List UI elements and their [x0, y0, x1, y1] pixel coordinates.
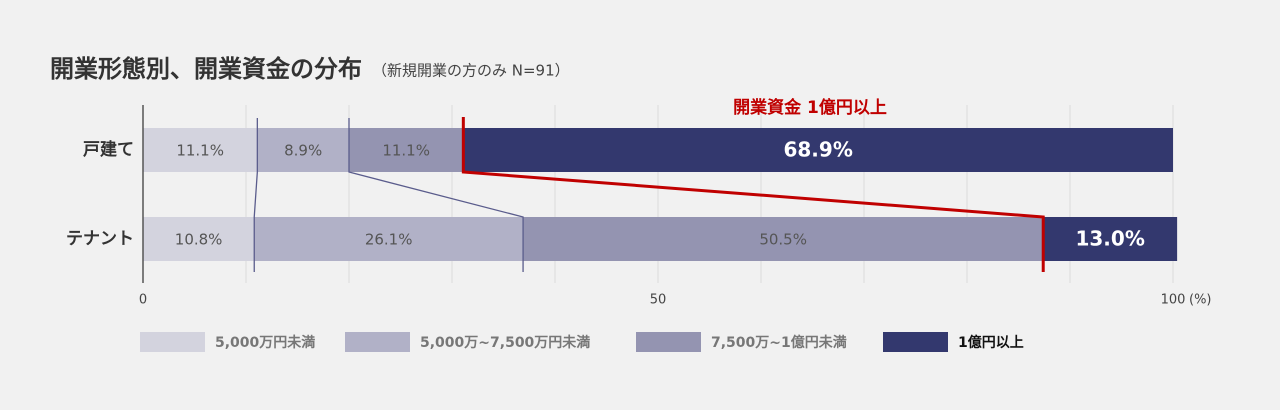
x-unit-label: (%) [1189, 293, 1212, 308]
legend-label: 1億円以上 [958, 334, 1024, 351]
legend-swatch [140, 332, 205, 352]
y-tick-label: テナント [66, 229, 134, 249]
value-label: 11.1% [382, 142, 430, 160]
chart-subtitle: （新規開業の方のみ N=91） [372, 62, 570, 80]
value-label: 11.1% [176, 142, 224, 160]
bar-segment [349, 128, 464, 172]
annotation: 開業資金 1億円以上 [733, 97, 887, 118]
bar-segment [257, 128, 349, 172]
legend-swatch [345, 332, 410, 352]
legend-label: 5,000万~7,500万円未満 [420, 334, 590, 351]
chart-title: 開業形態別、開業資金の分布 [50, 55, 362, 83]
bar-segment [254, 217, 524, 261]
bar-segment [143, 217, 255, 261]
bar-segment [143, 128, 258, 172]
connector [348, 118, 524, 272]
legend-swatch [636, 332, 701, 352]
connector [253, 118, 258, 272]
x-tick-label: 0 [139, 293, 147, 308]
x-tick-label: 100 [1161, 293, 1186, 308]
value-label: 10.8% [175, 231, 223, 249]
value-label: 50.5% [759, 231, 807, 249]
bar-segment [1043, 217, 1178, 261]
value-label: 26.1% [365, 231, 413, 249]
value-label: 13.0% [1075, 227, 1144, 251]
x-tick-label: 50 [650, 293, 667, 308]
legend-swatch [883, 332, 948, 352]
connector [461, 117, 1045, 272]
value-label: 68.9% [783, 138, 852, 162]
bar-segment [463, 128, 1174, 172]
y-tick-label: 戸建て [83, 139, 134, 160]
bar-segment [523, 217, 1044, 261]
legend-label: 5,000万円未満 [215, 334, 315, 351]
value-label: 8.9% [284, 142, 322, 160]
legend-label: 7,500万~1億円未満 [711, 334, 847, 351]
